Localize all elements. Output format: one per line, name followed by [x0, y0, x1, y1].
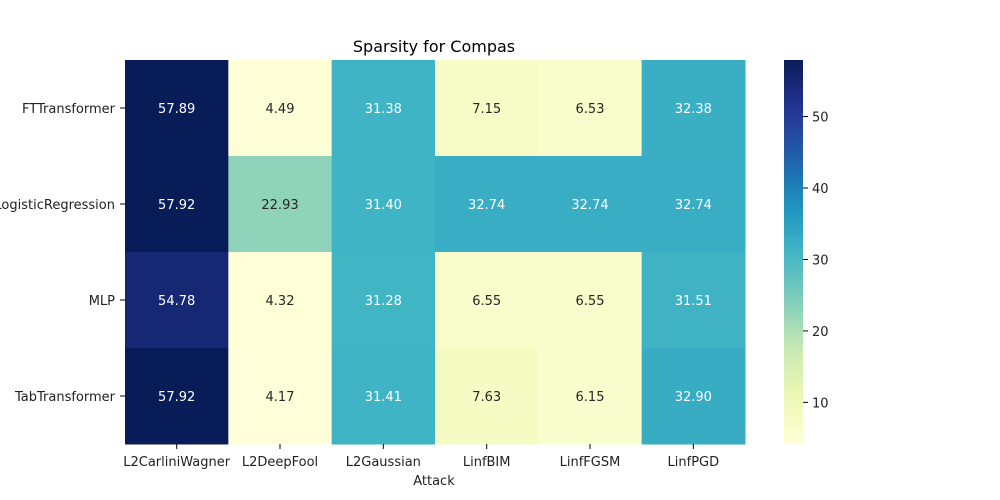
chart-title: Sparsity for Compas — [353, 37, 515, 56]
cell-value-label: 54.78 — [158, 294, 195, 309]
x-tick-label: LinfFGSM — [560, 455, 621, 470]
cell-value-label: 32.74 — [675, 198, 712, 213]
heatmap-cell — [125, 156, 229, 253]
cell-value-label: 31.40 — [365, 198, 402, 213]
colorbar-tick-label: 20 — [812, 325, 829, 340]
x-axis-label: Attack — [413, 474, 455, 489]
cell-value-label: 32.90 — [675, 390, 712, 405]
heatmap-cells: 57.89 4.49 31.38 7.15 6.53 32.38 57.92 22.93 31.… — [125, 60, 746, 445]
x-tick-label: L2CarliniWagner — [123, 455, 230, 470]
cell-value-label: 4.49 — [266, 102, 295, 117]
colorbar-gradient — [784, 60, 803, 444]
heatmap-cell — [538, 60, 643, 157]
cell-value-label: 57.92 — [158, 198, 195, 213]
cell-value-label: 6.55 — [576, 294, 605, 309]
x-tick-label: L2DeepFool — [242, 455, 318, 470]
heatmap-cell — [435, 348, 539, 445]
cell-value-label: 57.89 — [158, 102, 195, 117]
y-tick-label: LogisticRegression — [0, 198, 115, 213]
heatmap-cell — [435, 156, 539, 253]
cell-value-label: 7.15 — [472, 102, 501, 117]
cell-value-label: 57.92 — [158, 390, 195, 405]
heatmap-cell — [228, 252, 333, 349]
heatmap-cell — [435, 252, 539, 349]
heatmap-cell — [435, 60, 539, 157]
cell-value-label: 22.93 — [261, 198, 298, 213]
cell-value-label: 32.74 — [468, 198, 505, 213]
y-tick-label: MLP — [89, 294, 115, 309]
heatmap-cell — [228, 60, 333, 157]
heatmap-cell — [538, 252, 643, 349]
cell-value-label: 6.53 — [576, 102, 605, 117]
y-axis-ticks: FTTransformer LogisticRegression MLP TabTra… — [0, 102, 125, 405]
colorbar-tick-label: 30 — [812, 253, 829, 268]
cell-value-label: 4.32 — [266, 294, 295, 309]
colorbar: 10 20 30 40 50 — [784, 60, 829, 444]
heatmap-cell — [125, 60, 229, 157]
heatmap-cell — [538, 348, 643, 445]
cell-value-label: 6.15 — [576, 390, 605, 405]
cell-value-label: 7.63 — [472, 390, 501, 405]
heatmap-cell — [228, 156, 333, 253]
y-tick-label: FTTransformer — [22, 102, 116, 117]
heatmap-cell — [125, 252, 229, 349]
y-tick-label: TabTransformer — [14, 390, 116, 405]
heatmap-cell — [331, 156, 436, 253]
colorbar-tick-label: 50 — [812, 111, 829, 126]
heatmap-cell — [331, 60, 436, 157]
cell-value-label: 31.51 — [675, 294, 712, 309]
x-axis-ticks: L2CarliniWagner L2DeepFool L2Gaussian LinfB… — [123, 444, 719, 470]
x-tick-label: LinfBIM — [463, 455, 511, 470]
heatmap-cell — [641, 60, 746, 157]
cell-value-label: 31.28 — [365, 294, 402, 309]
heatmap-cell — [641, 156, 746, 253]
cell-value-label: 32.74 — [571, 198, 608, 213]
cell-value-label: 4.17 — [266, 390, 295, 405]
heatmap-cell — [125, 348, 229, 445]
heatmap-cell — [228, 348, 333, 445]
x-tick-label: L2Gaussian — [346, 455, 421, 470]
heatmap-cell — [331, 252, 436, 349]
cell-value-label: 32.38 — [675, 102, 712, 117]
colorbar-tick-label: 10 — [812, 396, 829, 411]
heatmap-cell — [331, 348, 436, 445]
colorbar-tick-label: 40 — [812, 182, 829, 197]
heatmap-cell — [641, 252, 746, 349]
heatmap-cell — [538, 156, 643, 253]
cell-value-label: 6.55 — [472, 294, 501, 309]
x-tick-label: LinfPGD — [668, 455, 720, 470]
heatmap-cell — [641, 348, 746, 445]
cell-value-label: 31.41 — [365, 390, 402, 405]
cell-value-label: 31.38 — [365, 102, 402, 117]
